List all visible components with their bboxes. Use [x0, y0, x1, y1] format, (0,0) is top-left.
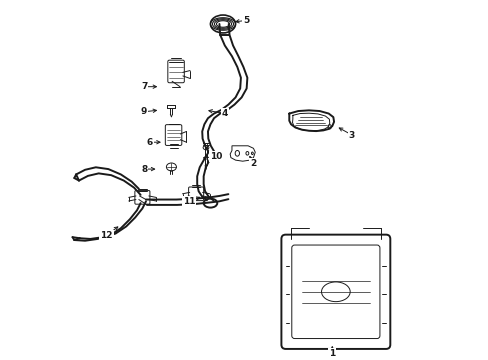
Text: 1: 1: [328, 349, 335, 358]
Text: 12: 12: [100, 231, 113, 240]
Text: 3: 3: [348, 131, 354, 140]
Text: 5: 5: [243, 16, 249, 25]
Text: 7: 7: [141, 82, 147, 91]
Text: 9: 9: [141, 107, 147, 116]
Text: 8: 8: [141, 165, 147, 174]
Text: 4: 4: [221, 109, 227, 118]
Text: 6: 6: [146, 138, 152, 147]
Text: 11: 11: [183, 197, 195, 206]
Text: 2: 2: [250, 159, 256, 168]
Text: 10: 10: [209, 152, 222, 161]
